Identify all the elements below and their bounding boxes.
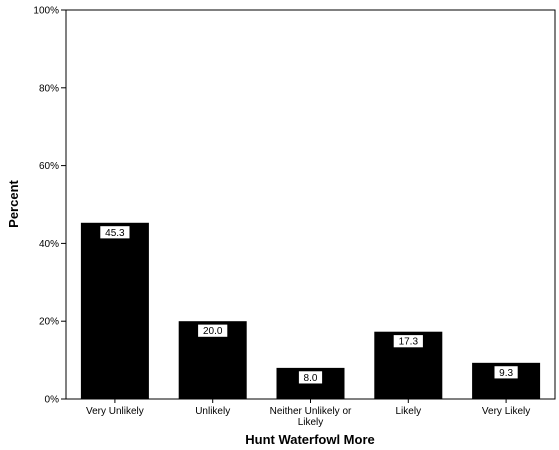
x-axis-title: Hunt Waterfowl More bbox=[245, 432, 375, 447]
x-axis-ticks: Very Unlikely Unlikely Neither Unlikely or… bbox=[86, 399, 530, 428]
data-label-box bbox=[493, 365, 519, 380]
data-label: 20.0 bbox=[197, 323, 229, 338]
bar bbox=[80, 222, 149, 399]
data-label-text: 9.3 bbox=[499, 368, 513, 379]
data-label: 9.3 bbox=[493, 365, 519, 380]
data-label: 45.3 bbox=[99, 225, 131, 240]
data-label-text: 17.3 bbox=[399, 337, 419, 348]
data-label: 17.3 bbox=[392, 334, 424, 349]
y-tick-label: 40% bbox=[39, 239, 59, 250]
x-tick-label: Very Unlikely bbox=[86, 406, 144, 417]
y-axis-ticks: 0% 20% 40% 60% 80% 100% bbox=[33, 6, 66, 406]
data-labels: 45.3 20.0 8.0 17.3 9.3 bbox=[99, 225, 519, 385]
data-label-text: 45.3 bbox=[105, 228, 125, 239]
y-tick-label: 20% bbox=[39, 317, 59, 328]
y-tick-label: 100% bbox=[33, 6, 59, 17]
x-tick-label: Unlikely bbox=[195, 406, 230, 417]
data-label-text: 20.0 bbox=[203, 326, 223, 337]
data-label: 8.0 bbox=[298, 370, 323, 385]
y-tick-label: 80% bbox=[39, 83, 59, 94]
data-label-box bbox=[392, 334, 424, 349]
x-tick-label: Likely bbox=[396, 406, 422, 417]
data-label-text: 8.0 bbox=[304, 373, 318, 384]
x-tick-label: Very Likely bbox=[482, 406, 530, 417]
data-label-box bbox=[298, 370, 323, 385]
y-tick-label: 60% bbox=[39, 161, 59, 172]
x-tick-label: Neither Unlikely or Likely bbox=[270, 406, 352, 428]
data-label-box bbox=[99, 225, 131, 240]
y-tick-label: 0% bbox=[45, 395, 60, 406]
data-label-box bbox=[197, 323, 229, 338]
y-axis-title: Percent bbox=[6, 179, 21, 227]
